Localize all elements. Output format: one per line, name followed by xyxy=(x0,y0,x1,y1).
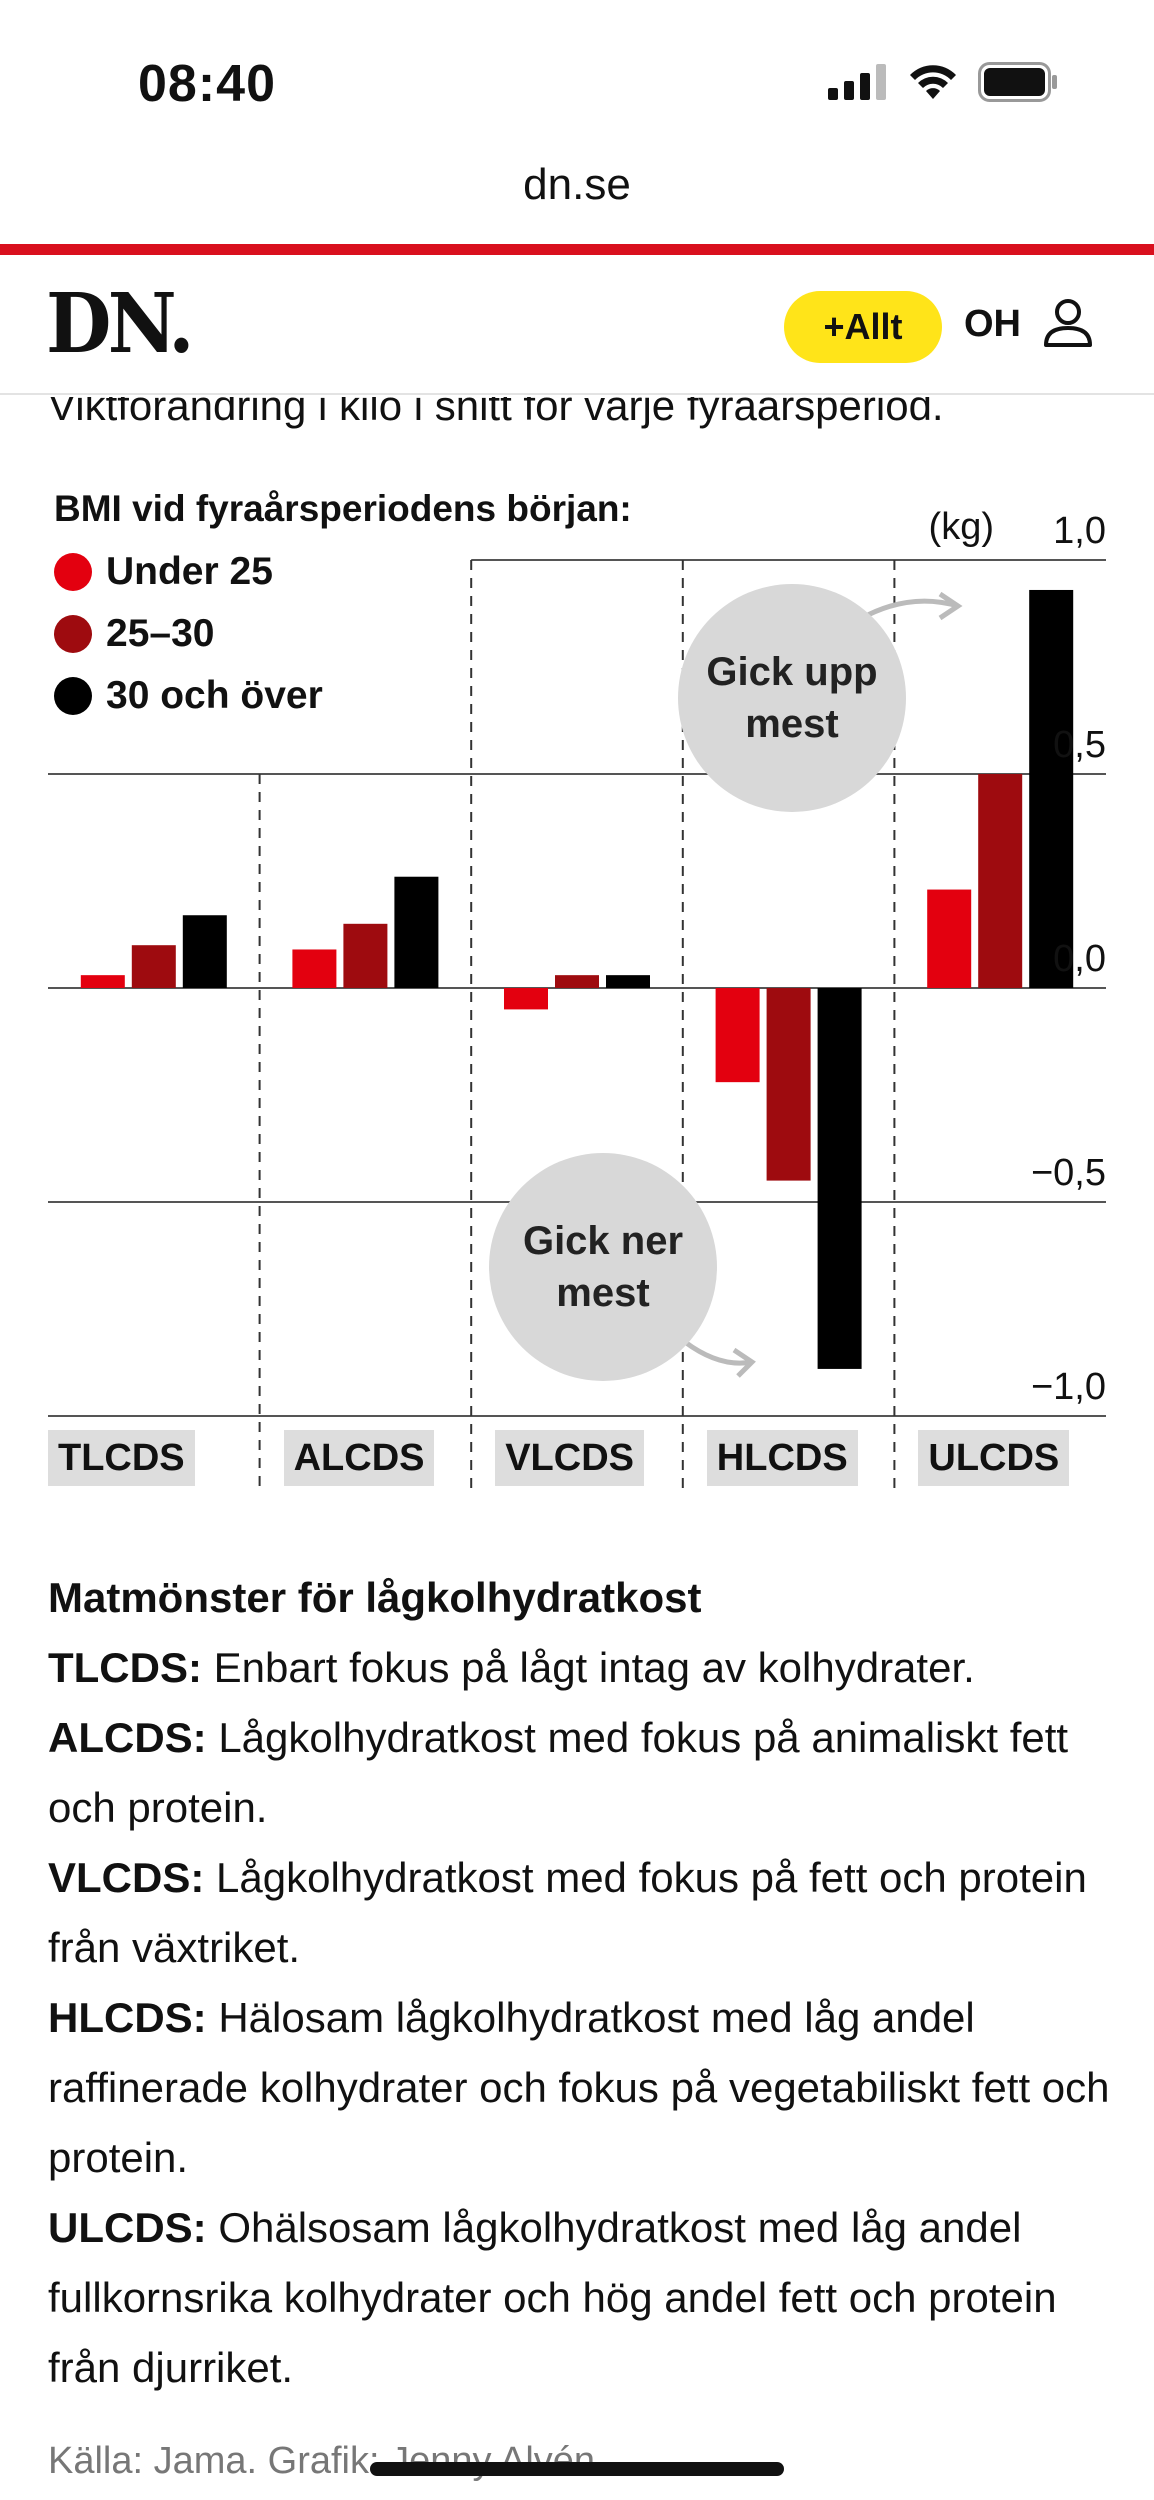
definition-tlcds: TLCDS: Enbart fokus på lågt intag av kol… xyxy=(48,1633,1118,1703)
definitions: Matmönster för lågkolhydratkost TLCDS: E… xyxy=(48,1563,1118,2403)
battery-icon xyxy=(978,62,1057,102)
chart-svg xyxy=(48,559,1106,1490)
address-bar[interactable]: dn.se xyxy=(523,160,631,209)
category-label-ulcds: ULCDS xyxy=(918,1430,1070,1486)
definition-text: Hälosam lågkolhydratkost med låg andel r… xyxy=(48,1994,1110,2181)
legend-item-under-25: Under 25 xyxy=(54,550,273,594)
site-header: DN. +Allt OH xyxy=(0,255,1154,395)
user-icon[interactable] xyxy=(1040,295,1096,351)
definition-term: VLCDS: xyxy=(48,1854,205,1901)
bar-vlcds-0 xyxy=(504,988,548,1010)
bar-ulcds-1 xyxy=(978,774,1023,988)
legend-swatch xyxy=(54,615,92,653)
home-indicator[interactable] xyxy=(370,2462,784,2476)
y-tick-label: −1,0 xyxy=(1030,1366,1106,1408)
bar-alcds-1 xyxy=(343,923,388,988)
arrow-head-icon xyxy=(938,591,963,621)
legend-swatch xyxy=(54,553,92,591)
status-icons xyxy=(828,62,1058,102)
y-tick-label: 1,0 xyxy=(1053,510,1106,552)
definition-term: TLCDS: xyxy=(48,1644,202,1691)
y-tick-label: −0,5 xyxy=(1030,1152,1106,1194)
status-bar: 08:40 xyxy=(0,0,1154,150)
legend-item-30-plus: 30 och över xyxy=(54,674,323,718)
article-content: Viktförändring i kilo i snitt för varje … xyxy=(0,397,1154,2500)
bar-alcds-0 xyxy=(292,949,337,988)
bar-alcds-2 xyxy=(394,876,439,988)
allt-button[interactable]: +Allt xyxy=(784,291,942,363)
definition-ulcds: ULCDS: Ohälsosam lågkolhydratkost med lå… xyxy=(48,2193,1118,2403)
legend-label: 25–30 xyxy=(106,612,215,655)
legend-title: BMI vid fyraårsperiodens början: xyxy=(54,488,632,529)
y-tick-label: 0,5 xyxy=(1053,724,1106,766)
bar-hlcds-1 xyxy=(766,988,811,1181)
annotation-down-text: Gick ner mest xyxy=(522,1219,684,1315)
category-label-hlcds: HLCDS xyxy=(706,1430,858,1486)
annotation-up-text: Gick upp mest xyxy=(706,650,878,746)
status-time: 08:40 xyxy=(138,55,276,113)
annotation-up: Gick upp mest xyxy=(678,584,906,812)
bar-tlcds-1 xyxy=(131,945,176,988)
chart: BMI vid fyraårsperiodens början: Under 2… xyxy=(0,470,1154,1490)
bar-tlcds-0 xyxy=(80,975,125,988)
category-label-alcds: ALCDS xyxy=(283,1430,435,1486)
definition-text: Ohälsosam lågkolhydratkost med låg andel… xyxy=(48,2204,1057,2391)
definition-alcds: ALCDS: Lågkolhydratkost med fokus på ani… xyxy=(48,1703,1118,1843)
legend-swatch xyxy=(54,677,92,715)
wifi-icon xyxy=(910,65,956,99)
brand-rule xyxy=(0,244,1154,255)
y-tick-label: 0,0 xyxy=(1053,938,1106,980)
arrow-head-icon xyxy=(732,1347,756,1378)
definition-text: Lågkolhydratkost med fokus på animaliskt… xyxy=(48,1714,1069,1831)
legend-label: Under 25 xyxy=(106,550,273,593)
annotation-down: Gick ner mest xyxy=(489,1153,717,1381)
definitions-heading: Matmönster för lågkolhydratkost xyxy=(48,1574,702,1621)
definition-hlcds: HLCDS: Hälosam lågkolhydratkost med låg … xyxy=(48,1983,1118,2193)
bar-ulcds-0 xyxy=(927,889,972,988)
user-initials[interactable]: OH xyxy=(964,303,1021,345)
bar-hlcds-2 xyxy=(817,988,862,1369)
signal-icon xyxy=(828,64,886,100)
arrow-up-icon xyxy=(860,598,959,621)
chart-subtitle: Viktförändring i kilo i snitt för varje … xyxy=(48,397,944,429)
dn-logo[interactable]: DN. xyxy=(46,276,194,372)
bar-tlcds-2 xyxy=(182,915,227,988)
definition-term: HLCDS: xyxy=(48,1994,207,2041)
category-label-vlcds: VLCDS xyxy=(495,1430,644,1486)
definition-text: Lågkolhydratkost med fokus på fett och p… xyxy=(48,1854,1087,1971)
y-unit-label: (kg) xyxy=(928,506,994,548)
bar-vlcds-1 xyxy=(555,975,599,988)
legend-label: 30 och över xyxy=(106,674,323,717)
definition-vlcds: VLCDS: Lågkolhydratkost med fokus på fet… xyxy=(48,1843,1118,1983)
category-label-tlcds: TLCDS xyxy=(48,1430,195,1486)
bar-ulcds-2 xyxy=(1029,589,1074,988)
definition-term: ULCDS: xyxy=(48,2204,207,2251)
bar-hlcds-0 xyxy=(715,988,760,1083)
definition-term: ALCDS: xyxy=(48,1714,207,1761)
arrow-down-icon xyxy=(683,1339,753,1366)
legend-item-25-30: 25–30 xyxy=(54,612,214,656)
bar-vlcds-2 xyxy=(606,975,650,988)
definition-text: Enbart fokus på lågt intag av kolhydrate… xyxy=(201,1644,975,1691)
